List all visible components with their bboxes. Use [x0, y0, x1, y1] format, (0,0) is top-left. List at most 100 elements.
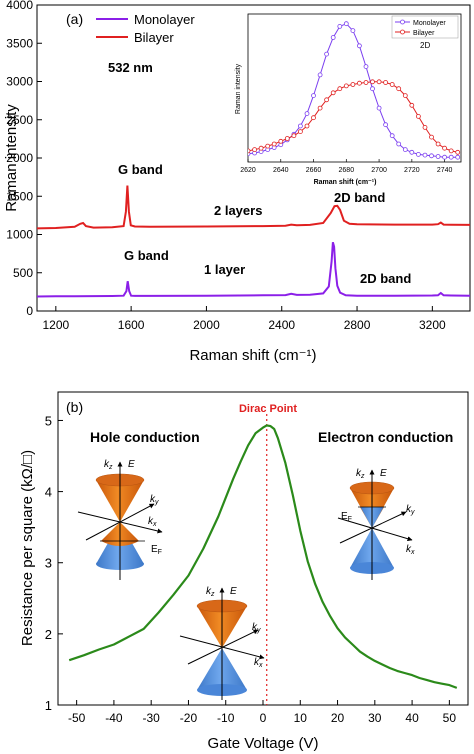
a-xtick-label: 3200 — [419, 318, 446, 332]
inset-point — [370, 86, 375, 92]
inset-point — [278, 138, 284, 144]
electron-ky-label: ky — [406, 504, 415, 516]
b-xtick-label: 10 — [294, 711, 308, 725]
inset-point — [324, 51, 330, 57]
inset-point — [363, 64, 369, 69]
inset-point — [356, 43, 362, 49]
a-ytick-label: 4000 — [6, 0, 33, 12]
panel-a-y-ticks: 0 500 1000 1500 2000 2500 3000 3500 4000 — [6, 0, 42, 318]
a-ytick-label: 0 — [26, 304, 33, 318]
b-xtick-label: -40 — [105, 711, 123, 725]
hole-conduction-label: Hole conduction — [90, 429, 200, 445]
inset-point — [265, 143, 271, 149]
inset-point — [304, 123, 310, 129]
b-xtick-label: 40 — [405, 711, 419, 725]
inset-point — [370, 79, 375, 85]
inset-point — [297, 129, 303, 135]
inset-point — [435, 141, 441, 147]
b-xtick-label: 30 — [368, 711, 382, 725]
b-series-line-0 — [68, 424, 458, 689]
panel-b-ylabel: Resistance per square (kΩ/□) — [19, 450, 36, 646]
b-ytick-label: 4 — [45, 485, 52, 500]
inset-legend: Monolayer Bilayer — [391, 15, 459, 39]
a-xtick-label: 2800 — [344, 318, 371, 332]
inset-point — [343, 21, 349, 27]
inset-xtick-label: 2700 — [371, 167, 387, 174]
inset-title: 2D — [420, 41, 430, 50]
inset-2d-band: 2620 2640 2660 2680 2700 2720 2740 2D Raman sh… — [235, 13, 462, 186]
b-xtick-label: 50 — [443, 711, 457, 725]
inset-point — [291, 133, 297, 139]
a-series-line-0 — [37, 241, 470, 298]
legend-bilayer: Bilayer — [134, 30, 174, 45]
inset-point — [442, 145, 448, 151]
electron-e-label: E — [380, 468, 387, 479]
inset-point — [350, 82, 356, 87]
inset-point — [350, 28, 356, 34]
annotation-1-layer: 1 layer — [204, 262, 245, 277]
inset-x-ticks: 2620 2640 2660 2680 2700 2720 2740 — [240, 159, 453, 174]
hole-kz-label: kz — [104, 459, 113, 471]
a-xtick-label: 1600 — [118, 318, 145, 332]
panel-a-label: (a) — [66, 11, 83, 27]
inset-xtick-label: 2660 — [306, 167, 322, 174]
inset-xtick-label: 2620 — [240, 167, 256, 174]
inset-series — [248, 21, 461, 160]
inset-point — [304, 111, 310, 116]
electron-conduction-label: Electron conduction — [318, 429, 453, 445]
dirac-cone-hole: kz E ky kx EF — [77, 459, 163, 580]
inset-point — [429, 134, 434, 140]
inset-point — [324, 97, 330, 103]
inset-point — [415, 114, 421, 119]
inset-point — [455, 149, 461, 155]
b-ytick-label: 2 — [45, 627, 52, 642]
a-ytick-label: 1000 — [6, 228, 33, 242]
annotation-2d-band-bilayer: 2D band — [334, 190, 385, 205]
inset-legend-bilayer: Bilayer — [413, 30, 435, 37]
hole-e-label: E — [128, 459, 135, 470]
annotation-2-layers: 2 layers — [214, 203, 262, 218]
inset-point — [415, 151, 421, 157]
inset-point — [442, 154, 448, 160]
panel-a-ylabel: Raman intensity — [3, 104, 20, 212]
panel-b-series — [68, 424, 458, 689]
inset-point — [396, 141, 402, 147]
dirac-point-label: Dirac Point — [239, 403, 297, 415]
electron-kx-label: kx — [406, 544, 415, 556]
hole-kx-label: kx — [148, 516, 157, 528]
center-ky-label: ky — [252, 622, 261, 634]
inset-frame — [247, 13, 462, 163]
b-xtick-label: -30 — [143, 711, 161, 725]
hole-ky-label: ky — [150, 494, 159, 506]
b-ytick-label: 3 — [45, 556, 52, 571]
annotation-g-band-bilayer: G band — [118, 162, 163, 177]
inset-point — [258, 145, 264, 151]
center-kz-label: kz — [206, 586, 215, 598]
inset-point — [422, 125, 428, 130]
panel-a-legend: Monolayer Bilayer — [96, 12, 195, 45]
inset-point — [409, 149, 415, 155]
a-ytick-label: 2500 — [6, 113, 33, 127]
a-xtick-label: 1200 — [42, 318, 69, 332]
inset-point — [402, 147, 408, 153]
panel-b-label: (b) — [66, 399, 83, 415]
a-ytick-label: 3500 — [6, 36, 33, 50]
center-e-label: E — [230, 586, 237, 597]
inset-point — [337, 86, 343, 92]
inset-point — [389, 133, 395, 139]
annotation-2d-band-monolayer: 2D band — [360, 271, 411, 286]
a-xtick-label: 2400 — [268, 318, 295, 332]
inset-point — [252, 147, 258, 153]
a-xtick-label: 2000 — [193, 318, 220, 332]
inset-point — [376, 79, 382, 85]
inset-point — [402, 93, 408, 98]
inset-point — [284, 136, 290, 141]
inset-point — [396, 86, 402, 92]
a-ytick-label: 3000 — [6, 75, 33, 89]
inset-point — [330, 35, 336, 40]
inset-point — [297, 123, 303, 129]
inset-xtick-label: 2640 — [273, 167, 289, 174]
a-ytick-label: 500 — [13, 266, 33, 280]
inset-xtick-label: 2680 — [339, 167, 355, 174]
